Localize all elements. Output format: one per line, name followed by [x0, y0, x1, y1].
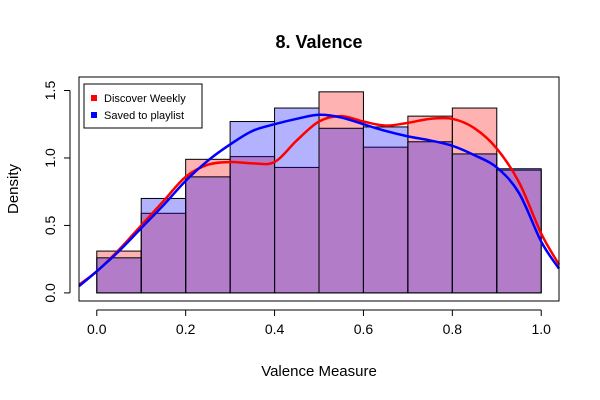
y-tick-label: 1.5	[42, 81, 58, 101]
histogram-bar-saved-to-playlist	[229, 121, 276, 294]
y-axis-label: Density	[5, 163, 22, 214]
histogram-bar-saved-to-playlist	[96, 257, 142, 294]
plot-frame	[78, 76, 560, 302]
x-tick-label: 0.2	[176, 321, 196, 337]
legend-label-discover-weekly: Discover Weekly	[104, 93, 186, 105]
y-tick-label: 1.0	[42, 148, 58, 168]
density-curve-saved-to-playlist	[78, 113, 561, 288]
histogram-bar-discover-weekly	[318, 91, 364, 294]
x-tick-label: 1.0	[531, 321, 551, 337]
histogram-bar-discover-weekly	[496, 169, 542, 294]
density-curve-discover-weekly	[78, 114, 561, 286]
histogram-bar-saved-to-playlist	[318, 127, 364, 294]
density-curves	[78, 113, 561, 288]
x-tick-label: 0.0	[87, 321, 107, 337]
x-tick-label: 0.6	[354, 321, 374, 337]
x-tick-label: 0.8	[443, 321, 463, 337]
histogram-bar-saved-to-playlist	[407, 141, 453, 294]
legend-box	[83, 83, 203, 129]
legend-label-saved-to-playlist: Saved to playlist	[104, 110, 184, 122]
histogram-bar-saved-to-playlist	[140, 197, 187, 294]
histogram-bar-saved-to-playlist	[451, 153, 498, 294]
axes: 0.0 0.2 0.4 0.6 0.8 1.0 0.0 0.5 1.0 1.5	[42, 76, 560, 337]
histogram-bars	[96, 91, 542, 294]
chart-title: 8. Valence	[275, 32, 362, 52]
histogram-bar-saved-to-playlist	[274, 107, 320, 294]
histogram-bar-saved-to-playlist	[185, 176, 231, 294]
histogram-bar-saved-to-playlist	[496, 168, 542, 294]
histogram-bar-discover-weekly	[229, 156, 276, 294]
legend: Discover Weekly Saved to playlist	[83, 83, 203, 129]
histogram-bar-discover-weekly	[140, 212, 187, 294]
x-axis-label: Valence Measure	[261, 363, 377, 380]
y-tick-label: 0.0	[42, 283, 58, 303]
x-tick-label: 0.4	[265, 321, 285, 337]
legend-swatch-saved-to-playlist	[91, 112, 97, 118]
histogram-bar-saved-to-playlist	[362, 126, 409, 294]
legend-swatch-discover-weekly	[91, 95, 97, 101]
y-tick-label: 0.5	[42, 215, 58, 235]
